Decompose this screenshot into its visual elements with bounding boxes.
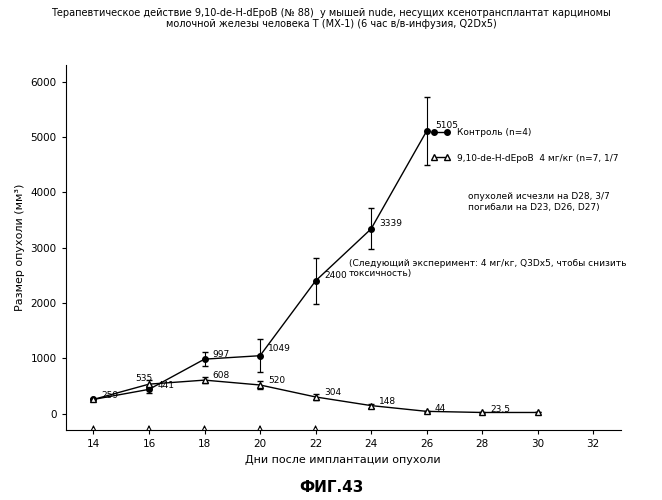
Text: 304: 304 bbox=[324, 388, 341, 398]
Text: 3339: 3339 bbox=[379, 219, 402, 228]
Text: 608: 608 bbox=[213, 372, 230, 380]
Text: 148: 148 bbox=[379, 397, 397, 406]
Text: ФИГ.43: ФИГ.43 bbox=[299, 480, 363, 495]
Y-axis label: Размер опухоли (мм³): Размер опухоли (мм³) bbox=[15, 184, 25, 312]
Text: 535: 535 bbox=[135, 374, 152, 383]
Text: 259: 259 bbox=[102, 391, 119, 400]
Text: 520: 520 bbox=[268, 376, 285, 386]
Text: 23.5: 23.5 bbox=[491, 405, 510, 414]
Text: 441: 441 bbox=[158, 380, 174, 390]
Legend: Контроль (n=4), 9,10-de-H-dEpoB  4 мг/кг (n=7, 1/7: Контроль (n=4), 9,10-de-H-dEpoB 4 мг/кг … bbox=[428, 124, 622, 166]
Text: Терапевтическое действие 9,10-de-H-dEpoB (№ 88)  у мышей nude, несущих ксенотран: Терапевтическое действие 9,10-de-H-dEpoB… bbox=[51, 8, 611, 29]
Text: 997: 997 bbox=[213, 350, 230, 360]
Text: 5105: 5105 bbox=[435, 121, 458, 130]
Text: (Следующий эксперимент: 4 мг/кг, Q3Dx5, чтобы снизить
токсичность): (Следующий эксперимент: 4 мг/кг, Q3Dx5, … bbox=[349, 259, 626, 278]
X-axis label: Дни после имплантации опухоли: Дни после имплантации опухоли bbox=[246, 455, 441, 465]
Text: опухолей исчезли на D28, 3/7
погибали на D23, D26, D27): опухолей исчезли на D28, 3/7 погибали на… bbox=[468, 192, 610, 212]
Text: 2400: 2400 bbox=[324, 271, 347, 280]
Text: 1049: 1049 bbox=[268, 344, 291, 354]
Text: 44: 44 bbox=[435, 404, 446, 413]
